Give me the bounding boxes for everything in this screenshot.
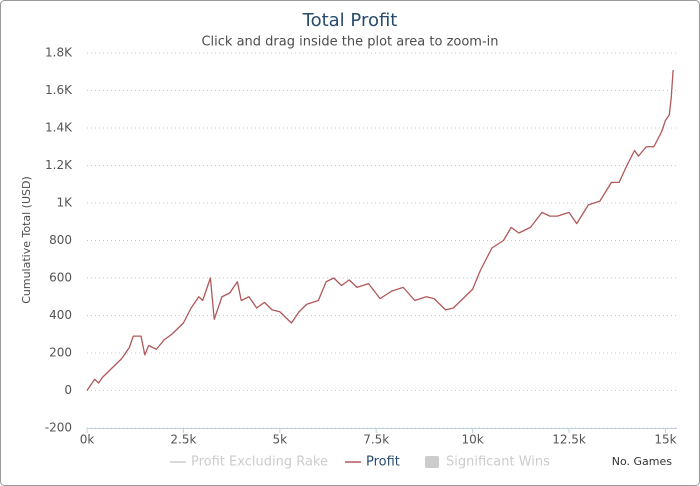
y-tick-label: 0 <box>64 383 72 397</box>
y-tick-label: 1.2K <box>45 158 73 172</box>
x-tick-label: 5k <box>273 433 288 447</box>
y-tick-label: 1.8K <box>45 46 73 60</box>
legend-label: Profit <box>366 455 400 470</box>
legend-label: Significant Wins <box>446 455 550 470</box>
legend-item[interactable]: Profit <box>345 455 400 470</box>
legend-label: Profit Excluding Rake <box>191 455 328 470</box>
y-tick-label: 1.6K <box>45 83 73 97</box>
y-tick-label: 200 <box>49 346 72 360</box>
chart-subtitle: Click and drag inside the plot area to z… <box>201 35 498 50</box>
x-tick-label: 15k <box>654 433 676 447</box>
legend-item[interactable]: Profit Excluding Rake <box>170 455 328 470</box>
y-tick-label: 1.4K <box>45 121 73 135</box>
profit-line <box>86 69 674 391</box>
y-tick-label: 800 <box>49 233 72 247</box>
x-tick-label: 7.5k <box>363 433 389 447</box>
x-tick-label: 12.5k <box>552 433 586 447</box>
y-tick-label: 400 <box>49 308 72 322</box>
y-tick-label: -200 <box>45 421 72 435</box>
y-tick-label: 600 <box>49 271 72 285</box>
y-tick-label: 1K <box>56 196 73 210</box>
x-axis-title: No. Games <box>612 455 673 468</box>
legend-symbol <box>425 456 439 468</box>
chart-title: Total Profit <box>302 10 398 31</box>
x-tick-label: 10k <box>462 433 484 447</box>
x-tick-label: 0k <box>80 433 95 447</box>
y-axis-title: Cumulative Total (USD) <box>20 176 33 304</box>
x-tick-label: 2.5k <box>170 433 196 447</box>
legend-item[interactable]: Significant Wins <box>425 455 550 470</box>
